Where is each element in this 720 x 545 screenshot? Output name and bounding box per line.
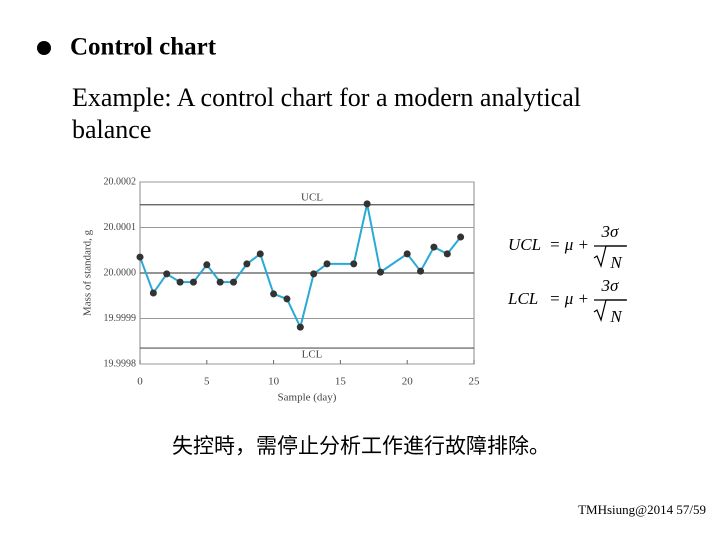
point: [243, 260, 251, 268]
note: 失控時，需停止分析工作進行故障排除。: [172, 434, 550, 458]
formula-op: = μ +: [549, 235, 589, 254]
point: [310, 270, 318, 278]
point: [216, 278, 224, 286]
point: [136, 253, 144, 261]
x-tick-label: 15: [335, 376, 347, 388]
point: [163, 270, 171, 278]
point: [403, 250, 411, 258]
point: [350, 260, 358, 268]
y-tick-label: 20.0002: [104, 176, 137, 187]
y-tick-label: 19.9998: [104, 358, 137, 369]
formula-den: N: [609, 253, 623, 272]
point: [457, 233, 465, 241]
y-axis-label: Mass of standard, g: [82, 229, 94, 316]
point: [376, 268, 384, 276]
example-line: Example: A control chart for a modern an…: [72, 83, 581, 112]
formula-den: N: [609, 307, 623, 326]
formula-lhs: LCL: [507, 289, 538, 308]
formulas: UCL = μ + 3σ N LCL = μ + 3σ N: [507, 222, 627, 326]
point: [176, 278, 184, 286]
y-tick-label: 20.0001: [104, 222, 137, 233]
chart: 19.9998 19.9999 20.0000 20.0001 20.0002 0 5 10 1…: [82, 176, 480, 403]
point: [230, 278, 238, 286]
point: [443, 250, 451, 258]
formula-num: 3σ: [601, 276, 620, 295]
y-tick-label: 20.0000: [104, 267, 137, 278]
point: [417, 267, 425, 275]
x-tick-label: 0: [137, 376, 143, 388]
point: [296, 323, 304, 331]
point: [203, 261, 211, 269]
x-tick-label: 25: [469, 376, 481, 388]
bullet: [37, 41, 51, 55]
point: [430, 243, 438, 251]
point: [270, 290, 278, 298]
point: [363, 200, 371, 208]
x-tick-label: 20: [402, 376, 414, 388]
footer: TMHsiung@2014 57/59: [578, 502, 706, 517]
limit-label: LCL: [302, 349, 323, 361]
point: [323, 260, 331, 268]
y-tick-label: 19.9999: [104, 313, 137, 324]
formula-lhs: UCL: [508, 235, 541, 254]
sqrt-sign: [593, 245, 626, 268]
heading: Control chart: [70, 34, 217, 61]
sqrt-sign: [593, 299, 626, 322]
point: [256, 250, 264, 258]
x-axis-label: Sample (day): [278, 392, 337, 404]
example-line: balance: [72, 115, 151, 144]
point: [189, 278, 197, 286]
x-tick-label: 10: [268, 376, 280, 388]
point: [283, 295, 291, 303]
formula-op: = μ +: [549, 289, 589, 308]
point: [149, 289, 157, 297]
formula-num: 3σ: [601, 222, 620, 241]
x-tick-label: 5: [204, 376, 210, 388]
limit-label: UCL: [301, 191, 323, 203]
